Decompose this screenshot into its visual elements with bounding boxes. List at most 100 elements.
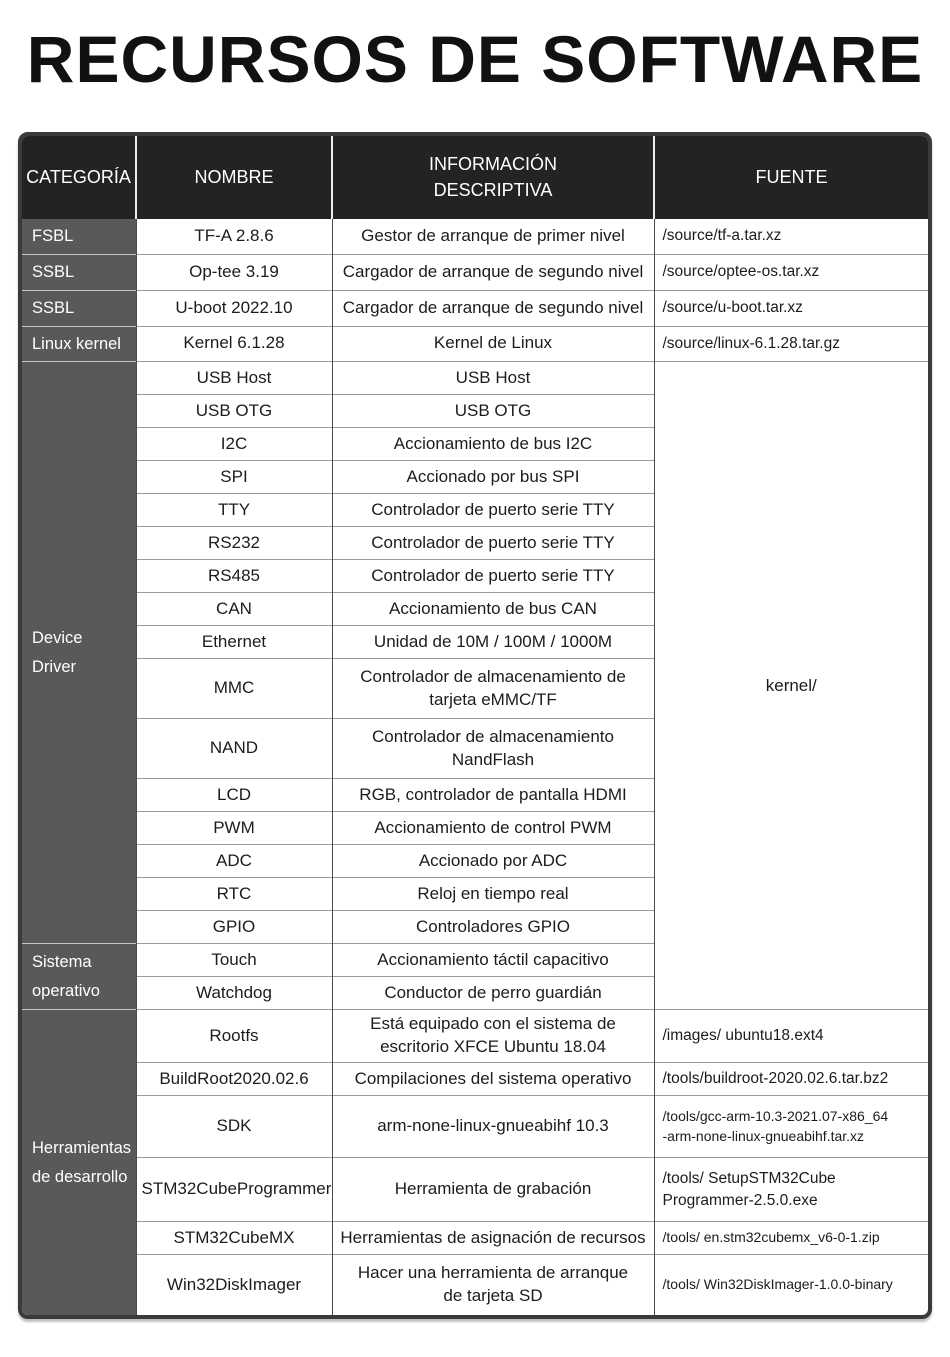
info-cell: Controladores GPIO — [331, 910, 655, 944]
category-cell-sistema-operativo: Sistema operativo — [22, 943, 136, 1010]
info-cell: Cargador de arranque de segundo nivel — [331, 253, 655, 291]
table-row: TTY Controlador de puerto serie TTY — [22, 493, 928, 527]
table-row: Device Driver USB Host USB Host kernel/ — [22, 361, 928, 1010]
source-cell: /source/u-boot.tar.xz — [654, 289, 928, 327]
column-header-categoria: CATEGORÍA — [22, 135, 136, 219]
info-cell: Accionamiento de control PWM — [331, 811, 655, 845]
info-cell: Conductor de perro guardián — [331, 976, 655, 1010]
name-cell: STM32CubeProgrammer — [135, 1157, 332, 1222]
table-row: PWM Accionamiento de control PWM — [22, 811, 928, 845]
name-cell: Ethernet — [135, 625, 332, 659]
name-cell: RS232 — [135, 526, 332, 560]
source-cell: /tools/gcc-arm-10.3-2021.07-x86_64 -arm-… — [654, 1095, 928, 1158]
table-row: RS232 Controlador de puerto serie TTY — [22, 526, 928, 560]
name-cell: RTC — [135, 877, 332, 911]
source-cell: /source/tf-a.tar.xz — [662, 227, 782, 245]
info-cell: Controlador de almacenamiento NandFlash — [331, 718, 655, 779]
info-cell: Cargador de arranque de segundo nivel — [331, 289, 655, 327]
table-row: Watchdog Conductor de perro guardián — [22, 976, 928, 1010]
name-cell: GPIO — [135, 910, 332, 944]
table-row: Linux kernel Kernel 6.1.28 Kernel de Lin… — [22, 325, 928, 362]
name-cell: Kernel 6.1.28 — [135, 325, 332, 362]
info-cell: USB OTG — [331, 394, 655, 428]
info-cell: Controlador de puerto serie TTY — [331, 526, 655, 560]
table-row: SSBL U-boot 2022.10 Cargador de arranque… — [22, 289, 928, 327]
name-cell: PWM — [135, 811, 332, 845]
info-cell: RGB, controlador de pantalla HDMI — [331, 778, 655, 812]
table-row: STM32CubeProgrammer Herramienta de graba… — [22, 1157, 928, 1222]
info-cell: Accionado por bus SPI — [331, 460, 655, 494]
table-row: SPI Accionado por bus SPI — [22, 460, 928, 494]
info-cell: Accionamiento de bus I2C — [331, 427, 655, 461]
info-cell: Accionado por ADC — [331, 844, 655, 878]
category-cell: Linux kernel — [22, 325, 136, 362]
name-cell: ADC — [135, 844, 332, 878]
name-cell: BuildRoot2020.02.6 — [135, 1062, 332, 1096]
table-row: BuildRoot2020.02.6 Compilaciones del sis… — [22, 1062, 928, 1096]
name-cell: Win32DiskImager — [135, 1254, 332, 1315]
info-cell: Herramientas de asignación de recursos — [331, 1221, 655, 1255]
info-cell: Compilaciones del sistema operativo — [331, 1062, 655, 1096]
name-cell: USB OTG — [135, 394, 332, 428]
name-cell: MMC — [135, 658, 332, 719]
table-row: SDK arm-none-linux-gnueabihf 10.3 /tools… — [22, 1095, 928, 1158]
info-cell: Herramienta de grabación — [331, 1157, 655, 1222]
table-row: FSBL TF-A 2.8.6 Gestor de arranque de pr… — [22, 218, 928, 255]
table-row: STM32CubeMX Herramientas de asignación d… — [22, 1221, 928, 1255]
source-cell: /tools/ en.stm32cubemx_v6-0-1.zip — [654, 1221, 928, 1255]
category-cell: FSBL — [22, 218, 136, 255]
info-cell: Unidad de 10M / 100M / 1000M — [331, 625, 655, 659]
name-cell: NAND — [135, 718, 332, 779]
info-cell: Controlador de puerto serie TTY — [331, 493, 655, 527]
name-cell: Watchdog — [135, 976, 332, 1010]
table-row: LCD RGB, controlador de pantalla HDMI — [22, 778, 928, 812]
info-cell: Está equipado con el sistema de escritor… — [331, 1009, 655, 1063]
name-cell: CAN — [135, 592, 332, 626]
name-cell: U-boot 2022.10 — [135, 289, 332, 327]
category-cell: SSBL — [22, 289, 136, 327]
table-row: RTC Reloj en tiempo real — [22, 877, 928, 911]
table-row: I2C Accionamiento de bus I2C — [22, 427, 928, 461]
source-cell: /images/ ubuntu18.ext4 — [654, 1009, 928, 1063]
table-row: Sistema operativo Touch Accionamiento tá… — [22, 943, 928, 1010]
info-cell: Accionamiento de bus CAN — [331, 592, 655, 626]
source-cell: /tools/ Win32DiskImager-1.0.0-binary — [654, 1254, 928, 1315]
info-cell: Kernel de Linux — [331, 325, 655, 362]
info-cell: arm-none-linux-gnueabihf 10.3 — [331, 1095, 655, 1158]
page-title: RECURSOS DE SOFTWARE — [26, 22, 924, 96]
column-header-nombre: NOMBRE — [135, 135, 332, 219]
software-resources-table: CATEGORÍA NOMBRE INFORMACIÓN DESCRIPTIVA… — [18, 131, 932, 1319]
name-cell: STM32CubeMX — [135, 1221, 332, 1255]
name-cell: TF-A 2.8.6 — [135, 218, 332, 255]
column-header-fuente: FUENTE — [653, 135, 928, 219]
name-cell: SDK — [135, 1095, 332, 1158]
source-cell: /tools/ SetupSTM32Cube Programmer-2.5.0.… — [654, 1157, 928, 1222]
name-cell: USB Host — [135, 361, 332, 395]
table-row: Herramientas de desarrollo Rootfs Está e… — [22, 1009, 928, 1315]
table-row: NAND Controlador de almacenamiento NandF… — [22, 718, 928, 779]
source-cell-kernel: kernel/ — [654, 361, 928, 1010]
info-cell: Controlador de almacenamiento de tarjeta… — [331, 658, 655, 719]
table-row: USB OTG USB OTG — [22, 394, 928, 428]
name-cell: I2C — [135, 427, 332, 461]
source-cell: /source/optee-os.tar.xz — [654, 253, 928, 291]
category-cell-herramientas: Herramientas de desarrollo — [22, 1009, 136, 1315]
info-cell: Accionamiento táctil capacitivo — [331, 943, 655, 977]
table-row: RS485 Controlador de puerto serie TTY — [22, 559, 928, 593]
name-cell: SPI — [135, 460, 332, 494]
name-cell: LCD — [135, 778, 332, 812]
column-header-informacion: INFORMACIÓN DESCRIPTIVA — [331, 135, 654, 219]
info-cell: Hacer una herramienta de arranque de tar… — [331, 1254, 655, 1315]
info-cell: USB Host — [331, 361, 655, 395]
name-cell: Touch — [135, 943, 332, 977]
name-cell: Rootfs — [135, 1009, 332, 1063]
info-cell: Controlador de puerto serie TTY — [331, 559, 655, 593]
table-row: Ethernet Unidad de 10M / 100M / 1000M — [22, 625, 928, 659]
source-cell: /source/linux-6.1.28.tar.gz — [654, 325, 928, 362]
category-cell: SSBL — [22, 253, 136, 291]
info-cell: Reloj en tiempo real — [331, 877, 655, 911]
table-row: ADC Accionado por ADC — [22, 844, 928, 878]
category-cell-device-driver: Device Driver — [22, 361, 136, 944]
header-row: CATEGORÍA NOMBRE INFORMACIÓN DESCRIPTIVA… — [22, 135, 928, 219]
info-cell: Gestor de arranque de primer nivel — [331, 218, 655, 255]
